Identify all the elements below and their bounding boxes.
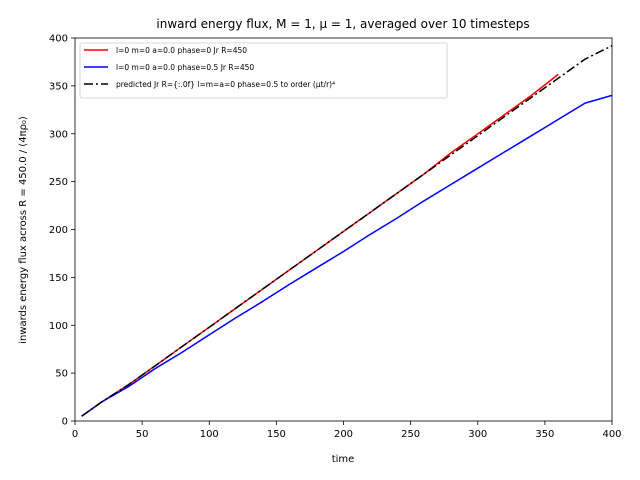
series-layer: [81, 45, 613, 417]
legend-box: [79, 42, 448, 99]
y-tick-label-0: 0: [62, 417, 68, 428]
series-line-1: [81, 94, 613, 417]
y-tick-label-6: 300: [49, 129, 68, 140]
x-tick-label-0: 0: [72, 429, 78, 440]
x-axis-label: time: [332, 454, 355, 465]
y-tick-label-5: 250: [49, 177, 68, 188]
x-tick-label-3: 150: [267, 429, 286, 440]
chart-title: inward energy flux, M = 1, μ = 1, averag…: [156, 17, 529, 31]
y-tick-label-3: 150: [49, 273, 68, 284]
x-tick-label-7: 350: [535, 429, 554, 440]
y-axis-label: inwards energy flux across R = 450.0 / (…: [18, 116, 29, 344]
y-tick-label-4: 200: [49, 225, 68, 236]
x-tick-label-5: 250: [401, 429, 420, 440]
y-tick-label-2: 100: [49, 321, 68, 332]
x-tick-label-2: 100: [200, 429, 219, 440]
series-line-2: [81, 45, 613, 417]
y-tick-label-7: 350: [49, 81, 68, 92]
x-tick-label-8: 400: [602, 429, 621, 440]
legend-label-2: predicted Jr R={:.0f} l=m=a=0 phase=0.5 …: [116, 80, 335, 89]
x-tick-label-1: 50: [136, 429, 149, 440]
y-tick-label-1: 50: [55, 369, 68, 380]
x-tick-label-6: 300: [468, 429, 487, 440]
legend: l=0 m=0 a=0.0 phase=0 Jr R=450 l=0 m=0 a=…: [79, 42, 448, 99]
legend-label-1: l=0 m=0 a=0.0 phase=0.5 Jr R=450: [116, 63, 254, 72]
legend-label-0: l=0 m=0 a=0.0 phase=0 Jr R=450: [116, 46, 247, 55]
x-axis-ticks: 0 50 100 150 200 250 300 350 400: [72, 421, 622, 440]
x-tick-label-4: 200: [334, 429, 353, 440]
y-axis-ticks: 0 50 100 150 200 250 300 350 400: [49, 34, 75, 428]
y-tick-label-8: 400: [49, 34, 68, 45]
